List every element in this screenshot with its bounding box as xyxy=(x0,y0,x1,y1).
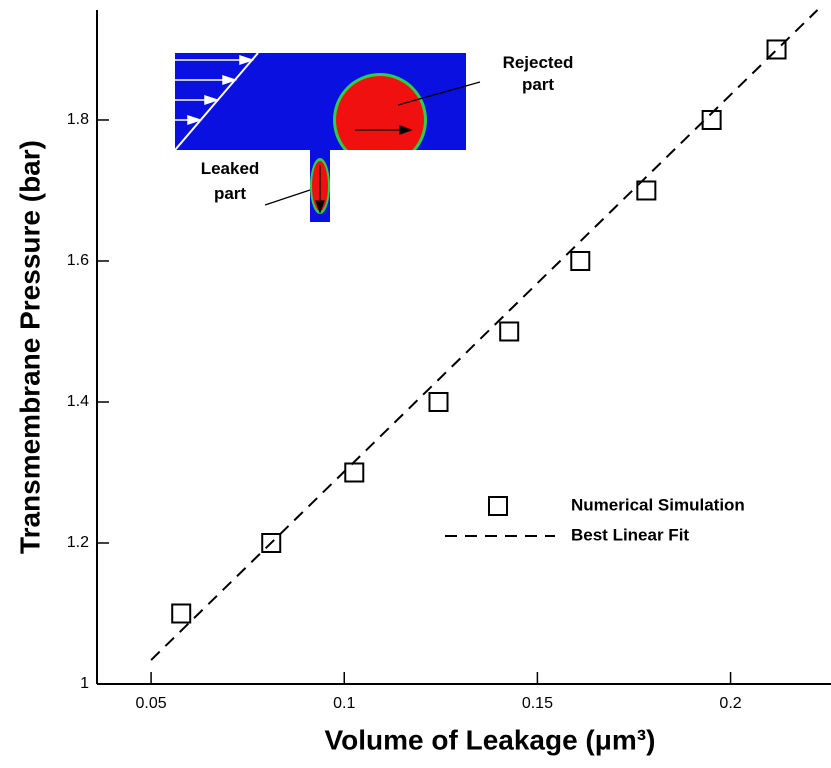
marker xyxy=(344,462,365,483)
marker xyxy=(570,250,591,271)
marker xyxy=(766,39,787,60)
legend-marker xyxy=(488,496,508,516)
x-axis-label: Volume of Leakage (μm³) xyxy=(325,724,656,755)
marker xyxy=(636,180,657,201)
rejected-droplet xyxy=(336,76,424,150)
inset-diagram: Rejected part Leaked part xyxy=(174,52,574,222)
legend-label: Numerical Simulation xyxy=(571,495,745,514)
y-tick-label: 1.6 xyxy=(67,252,89,269)
marker xyxy=(171,603,192,624)
x-tick-label: 0.05 xyxy=(136,695,167,712)
x-tick-label: 0.15 xyxy=(522,695,553,712)
x-tick-label: 0.2 xyxy=(719,695,741,712)
legend-label: Best Linear Fit xyxy=(571,525,689,544)
x-tick-label: 0.1 xyxy=(333,695,355,712)
y-tick-label: 1 xyxy=(80,675,89,692)
y-axis-label: Transmembrane Pressure (bar) xyxy=(14,140,45,554)
fit-line xyxy=(150,9,819,661)
annotation: Rejected part xyxy=(503,53,574,94)
pointers xyxy=(264,81,481,214)
annotation: Leaked part xyxy=(201,159,260,203)
marker xyxy=(428,391,449,412)
flow-arrows xyxy=(175,54,255,126)
marker xyxy=(261,532,282,553)
y-tick-label: 1.4 xyxy=(67,393,89,410)
shear-profile xyxy=(174,52,259,151)
y-tick-label: 1.2 xyxy=(67,534,89,551)
y-tick-label: 1.8 xyxy=(67,111,89,128)
marker xyxy=(701,109,722,130)
marker xyxy=(499,321,520,342)
